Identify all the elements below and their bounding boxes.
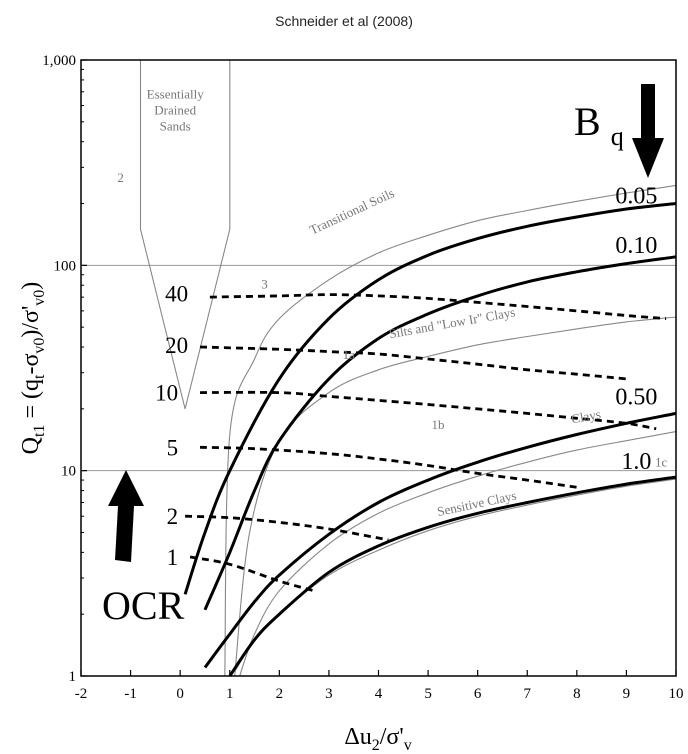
ocr-curve-1 bbox=[189, 555, 315, 593]
bq-down-arrow-icon bbox=[632, 84, 664, 178]
x-tick-label: 2 bbox=[276, 686, 284, 702]
ocr-label: OCR bbox=[102, 583, 185, 628]
y-tick-label: 10 bbox=[61, 464, 76, 480]
zone-label-2: Transitional Soils bbox=[307, 185, 396, 237]
x-tick-label: -2 bbox=[75, 686, 88, 702]
gridlines bbox=[81, 264, 676, 472]
ocr-curve-40 bbox=[209, 293, 667, 320]
ocr-curve-20 bbox=[199, 345, 627, 381]
zone-label-4: Silts and "Low Ir" Clays bbox=[388, 304, 516, 341]
zone-label-0: Essentially Drained Sands bbox=[147, 86, 205, 133]
zone-boundaries bbox=[139, 60, 677, 677]
ocr-curve-5 bbox=[199, 445, 578, 489]
bq-value-label: 0.10 bbox=[615, 233, 657, 259]
zone-clays-sensitive-boundary bbox=[239, 431, 677, 677]
x-tick-label: 7 bbox=[524, 686, 532, 702]
x-tick-label: 4 bbox=[375, 686, 383, 702]
ocr-value-label: 10 bbox=[155, 381, 178, 406]
zone-transitional-lower bbox=[234, 316, 677, 677]
x-tick-label: -1 bbox=[124, 686, 137, 702]
y-axis-title: Qt1 = (qt-σv0)/σ'v0) bbox=[18, 282, 48, 455]
zone-transitional-upper bbox=[224, 184, 677, 677]
zone-label-7: 1b bbox=[432, 417, 445, 432]
x-tick-label: 5 bbox=[424, 686, 432, 702]
ocr-curves bbox=[185, 293, 667, 593]
zone-label-5: 1a bbox=[343, 347, 356, 362]
zone-label-8: 1c bbox=[655, 454, 668, 469]
ocr-value-label: 20 bbox=[165, 333, 188, 358]
bq-curves bbox=[183, 202, 677, 677]
bq-value-label: 1.0 bbox=[621, 449, 651, 475]
bq-curve-0.50 bbox=[203, 411, 677, 669]
chart-title: Schneider et al (2008) bbox=[275, 13, 413, 29]
x-tick-label: 6 bbox=[474, 686, 482, 702]
y-tick-label: 100 bbox=[54, 258, 77, 274]
ocr-curve-2 bbox=[185, 514, 389, 542]
ocr-up-arrow-icon bbox=[108, 470, 144, 562]
ocr-value-label: 40 bbox=[165, 281, 188, 306]
x-tick-label: 8 bbox=[573, 686, 581, 702]
x-axis-title: Δu2/σ'v bbox=[344, 724, 411, 754]
axis-ticks: -2 -1 0 1 2 3 4 5 6 7 8 9 10 1 10 100 1,000 bbox=[42, 53, 683, 702]
x-tick-label: 10 bbox=[669, 686, 684, 702]
zone-drained-sands-wedge bbox=[139, 60, 231, 410]
y-tick-label: 1 bbox=[69, 669, 77, 685]
bq-curve-1.0 bbox=[228, 475, 677, 677]
x-tick-label: 0 bbox=[176, 686, 184, 702]
ocr-value-label: 5 bbox=[167, 435, 179, 460]
bq-value-label: 0.50 bbox=[615, 385, 657, 411]
bq-curve-0.05 bbox=[183, 202, 677, 595]
bq-label-main: B bbox=[574, 99, 601, 144]
x-tick-label: 1 bbox=[226, 686, 234, 702]
bq-value-label: 0.05 bbox=[615, 184, 657, 210]
y-tick-label: 1,000 bbox=[42, 53, 76, 69]
bq-label: B q bbox=[574, 99, 624, 151]
bq-curve-0.10 bbox=[203, 255, 677, 611]
bq-label-sub: q bbox=[611, 122, 624, 151]
zone-label-3: 3 bbox=[261, 277, 268, 292]
x-tick-label: 9 bbox=[623, 686, 631, 702]
ocr-curve-10 bbox=[199, 390, 657, 431]
zone-label-1: 2 bbox=[117, 170, 124, 185]
zone-label-6: Clays bbox=[570, 406, 602, 426]
x-tick-label: 3 bbox=[325, 686, 333, 702]
ocr-value-label: 2 bbox=[167, 504, 179, 529]
ocr-value-label: 1 bbox=[167, 545, 179, 570]
